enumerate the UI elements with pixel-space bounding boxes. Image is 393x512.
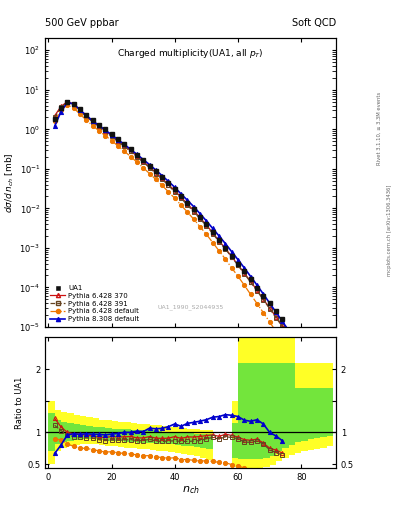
Bar [308,388,314,439]
Bar [200,430,206,458]
Legend: UA1, Pythia 6.428 370, Pythia 6.428 391, Pythia 6.428 default, Pythia 8.308 defa: UA1, Pythia 6.428 370, Pythia 6.428 391,… [47,282,142,325]
Bar [327,362,333,446]
Bar [320,388,327,437]
Bar [175,428,181,453]
Bar [149,431,156,443]
Bar [206,434,213,449]
Bar [308,362,314,450]
Bar [48,401,55,464]
Bar [73,424,80,440]
Bar [181,432,187,445]
Text: mcplots.cern.ch [arXiv:1306.3436]: mcplots.cern.ch [arXiv:1306.3436] [387,185,391,276]
Bar [276,337,282,461]
Bar [162,432,169,444]
Text: Charged multiplicity(UA1, all $p_T$): Charged multiplicity(UA1, all $p_T$) [117,47,264,60]
Bar [194,429,200,456]
Bar [99,428,105,440]
Bar [55,420,61,444]
Bar [67,413,73,446]
Bar [288,337,295,455]
Bar [169,426,175,452]
Bar [232,423,238,458]
Bar [276,362,282,452]
Bar [118,421,124,447]
Bar [257,337,263,468]
Bar [244,362,251,459]
Bar [137,430,143,442]
Bar [251,362,257,459]
Bar [112,421,118,446]
Bar [137,423,143,449]
Bar [143,424,149,450]
Bar [118,429,124,441]
Bar [238,337,244,468]
Bar [181,428,187,454]
Bar [124,422,130,447]
Bar [282,337,288,458]
Bar [257,362,263,459]
Bar [320,362,327,447]
Bar [156,425,162,451]
Text: UA1_1990_S2044935: UA1_1990_S2044935 [158,304,224,310]
Bar [162,426,169,452]
Bar [48,413,55,452]
Bar [187,433,194,446]
Bar [295,362,301,453]
Bar [61,421,67,442]
Bar [169,432,175,444]
Bar [206,431,213,460]
Bar [80,425,86,439]
Bar [238,362,244,459]
Text: 500 GeV ppbar: 500 GeV ppbar [45,18,119,28]
Bar [156,431,162,444]
Bar [301,388,308,441]
Bar [86,426,93,439]
Bar [86,417,93,444]
Y-axis label: $d\sigma/d\,n_{ch}$ [mb]: $d\sigma/d\,n_{ch}$ [mb] [4,153,17,213]
Y-axis label: Ratio to UA1: Ratio to UA1 [15,377,24,429]
Bar [130,423,137,448]
Bar [301,362,308,452]
Bar [99,420,105,445]
Bar [149,425,156,450]
Bar [175,432,181,445]
Bar [93,426,99,439]
Bar [314,362,320,449]
Bar [143,431,149,443]
Bar [130,430,137,442]
Bar [327,388,333,436]
Bar [194,434,200,447]
X-axis label: $n_{ch}$: $n_{ch}$ [182,484,200,496]
Bar [124,429,130,442]
Bar [270,337,276,465]
Bar [288,362,295,445]
Bar [187,429,194,455]
Bar [295,388,301,442]
Bar [282,362,288,448]
Bar [263,362,270,458]
Bar [270,362,276,456]
Bar [55,410,61,452]
Bar [80,416,86,444]
Bar [67,423,73,441]
Bar [314,388,320,438]
Bar [232,401,238,467]
Bar [200,434,206,447]
Text: Soft QCD: Soft QCD [292,18,336,28]
Bar [263,337,270,467]
Bar [244,337,251,468]
Bar [112,429,118,441]
Bar [105,420,112,445]
Bar [93,418,99,444]
Text: Rivet 3.1.10, ≥ 3.3M events: Rivet 3.1.10, ≥ 3.3M events [377,91,382,165]
Bar [251,337,257,468]
Bar [61,412,67,448]
Bar [105,428,112,441]
Bar [73,415,80,445]
